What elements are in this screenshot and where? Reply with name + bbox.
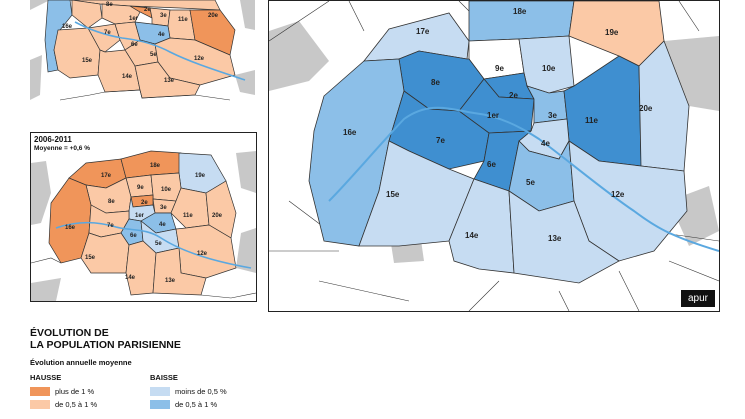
main-label-9: 9e xyxy=(495,64,504,73)
legend: ÉVOLUTION DE LA POPULATION PARISIENNE Év… xyxy=(30,327,360,411)
main-label-13: 13e xyxy=(548,234,562,243)
main-label-5: 5e xyxy=(526,178,535,187)
legend-columns: HAUSSE plus de 1 % de 0,5 à 1 % BAISSE m… xyxy=(30,373,360,411)
main-label-11: 11e xyxy=(585,116,598,125)
mini-top-label-20: 20e xyxy=(208,13,219,19)
mini-top-label-1: 1er xyxy=(129,16,139,22)
legend-swatch-hausse-light xyxy=(30,400,50,409)
mini-top-label-16: 16e xyxy=(62,24,73,30)
mini-bottom-label-11: 11e xyxy=(183,213,193,219)
mini-bottom-label-14: 14e xyxy=(125,275,136,281)
legend-item: plus de 1 % xyxy=(30,385,150,398)
main-label-6: 6e xyxy=(487,160,496,169)
mini-top-label-3: 3e xyxy=(160,13,167,19)
mini-bottom-label-4: 4e xyxy=(159,222,166,228)
legend-swatch-hausse-strong xyxy=(30,387,50,396)
legend-item-label: de 0,5 à 1 % xyxy=(55,400,98,409)
main-label-4: 4e xyxy=(541,139,550,148)
mini-top-label-12: 12e xyxy=(194,56,205,62)
mini-map-bottom-svg: 18e 17e 9e 10e 19e 8e 2e 3e 16e 7e 1er 4… xyxy=(31,133,256,301)
mini-top-label-4: 4e xyxy=(158,32,165,38)
legend-item-label: de 0,5 à 1 % xyxy=(175,400,218,409)
mini-map-2006-2011: 18e 17e 9e 10e 19e 8e 2e 3e 16e 7e 1er 4… xyxy=(30,132,257,302)
mini-bottom-label-18: 18e xyxy=(150,163,161,169)
mini-top-label-7: 7e xyxy=(104,30,111,36)
legend-item: de 0,5 à 1 % xyxy=(150,398,270,411)
legend-title-line1: ÉVOLUTION DE xyxy=(30,327,109,339)
mini-bottom-label-7: 7e xyxy=(107,223,114,229)
mini-bottom-label-10: 10e xyxy=(161,187,172,193)
main-label-10: 10e xyxy=(542,64,556,73)
mini-top-label-8: 8e xyxy=(106,2,113,8)
mini-bottom-label-8: 8e xyxy=(108,199,115,205)
main-label-16: 16e xyxy=(343,128,357,137)
legend-item-label: moins de 0,5 % xyxy=(175,387,227,396)
legend-hausse-heading: HAUSSE xyxy=(30,373,62,382)
main-label-14: 14e xyxy=(465,231,479,240)
mini-bottom-label-15: 15e xyxy=(85,255,96,261)
main-label-8: 8e xyxy=(431,78,440,87)
main-label-15: 15e xyxy=(386,190,400,199)
main-map-svg: 18e 17e 19e 9e 10e 8e 2e 1er 3e 11e 20e … xyxy=(269,1,719,311)
mini-top-label-15: 15e xyxy=(82,58,93,64)
mini-top-label-5: 5e xyxy=(150,52,157,58)
legend-swatch-baisse-light xyxy=(150,387,170,396)
apur-logo: apur xyxy=(680,290,715,307)
main-label-12: 12e xyxy=(611,190,625,199)
mini-map-top-svg: 16e 8e 1er 2e 3e 11e 20e 15e 7e 6e 4e 12… xyxy=(30,0,255,102)
mini-bottom-label-1: 1er xyxy=(135,213,145,219)
mini-top-label-13: 13e xyxy=(164,78,175,84)
legend-item: de 0,5 à 1 % xyxy=(30,398,150,411)
mini-bottom-label-5: 5e xyxy=(155,241,162,247)
mini-map-average: Moyenne = +0,6 % xyxy=(34,145,90,152)
mini-bottom-label-6: 6e xyxy=(130,233,137,239)
mini-map-top: 16e 8e 1er 2e 3e 11e 20e 15e 7e 6e 4e 12… xyxy=(30,0,255,102)
mini-bottom-label-13: 13e xyxy=(165,278,176,284)
mini-top-label-11: 11e xyxy=(178,17,188,23)
legend-swatch-baisse-medium xyxy=(150,400,170,409)
legend-baisse: BAISSE moins de 0,5 % de 0,5 à 1 % xyxy=(150,373,270,411)
mini-bottom-label-19: 19e xyxy=(195,173,206,179)
mini-top-label-6: 6e xyxy=(131,42,138,48)
main-map: 18e 17e 19e 9e 10e 8e 2e 1er 3e 11e 20e … xyxy=(268,0,720,312)
mini-top-label-14: 14e xyxy=(122,74,133,80)
mini-top-label-2: 2e xyxy=(144,7,151,13)
main-label-17: 17e xyxy=(416,27,430,36)
mini-bottom-label-9: 9e xyxy=(137,185,144,191)
mini-bottom-label-3: 3e xyxy=(160,205,167,211)
legend-subtitle: Évolution annuelle moyenne xyxy=(30,358,132,367)
mini-bottom-label-2: 2e xyxy=(141,200,148,206)
main-label-3: 3e xyxy=(548,111,557,120)
mini-bottom-label-12: 12e xyxy=(197,251,208,257)
main-label-18: 18e xyxy=(513,7,527,16)
main-label-20: 20e xyxy=(639,104,653,113)
main-label-2: 2e xyxy=(509,91,518,100)
main-label-1: 1er xyxy=(487,111,499,120)
mini-bottom-label-16: 16e xyxy=(65,225,76,231)
main-label-19: 19e xyxy=(605,28,619,37)
mini-bottom-label-20: 20e xyxy=(212,213,223,219)
legend-item-label: plus de 1 % xyxy=(55,387,95,396)
main-label-7: 7e xyxy=(436,136,445,145)
legend-title-line2: LA POPULATION PARISIENNE xyxy=(30,339,181,351)
legend-baisse-heading: BAISSE xyxy=(150,373,178,382)
mini-map-period-title: 2006-2011 xyxy=(34,135,72,144)
mini-bottom-label-17: 17e xyxy=(101,173,112,179)
legend-item: moins de 0,5 % xyxy=(150,385,270,398)
legend-hausse: HAUSSE plus de 1 % de 0,5 à 1 % xyxy=(30,373,150,411)
